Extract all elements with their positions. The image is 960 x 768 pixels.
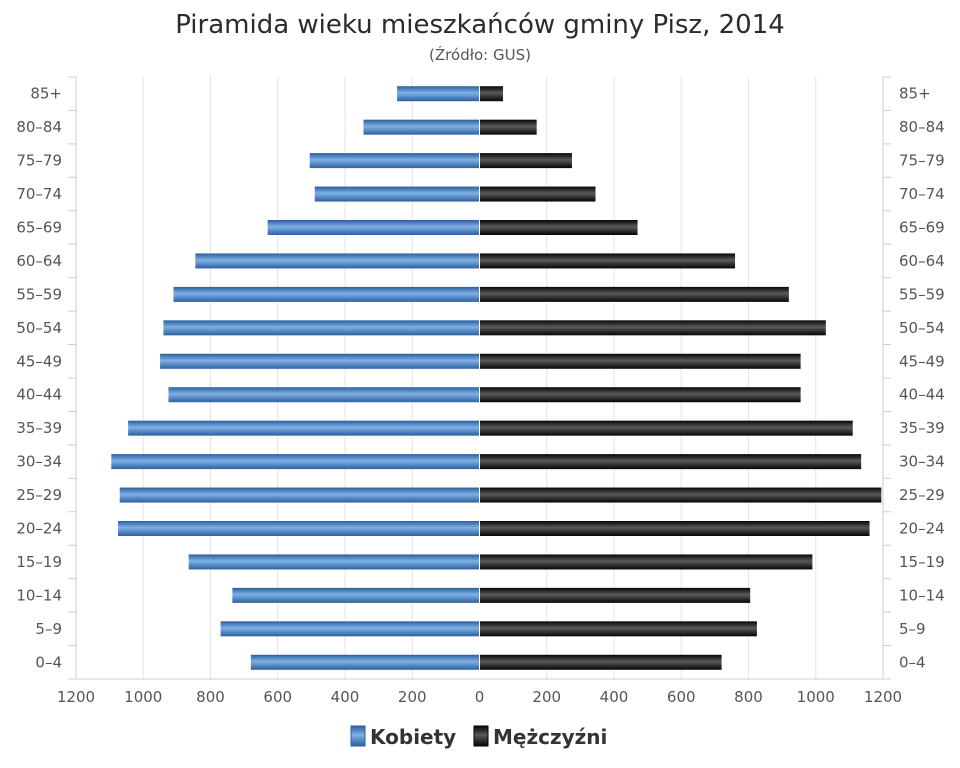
bar-mezczyzni[interactable] bbox=[479, 353, 801, 369]
legend-label-kobiety: Kobiety bbox=[370, 725, 456, 749]
bar-kobiety[interactable] bbox=[163, 320, 480, 336]
y-tick-label-left: 85+ bbox=[30, 85, 62, 103]
bar-kobiety[interactable] bbox=[119, 487, 480, 503]
y-tick-label-left: 15–19 bbox=[16, 553, 62, 571]
bar-kobiety[interactable] bbox=[168, 387, 480, 403]
bar-kobiety[interactable] bbox=[267, 220, 480, 235]
x-tick-label: 800 bbox=[196, 688, 225, 706]
x-tick-label: 1000 bbox=[124, 688, 162, 706]
x-tick-label: 600 bbox=[667, 688, 696, 706]
bar-kobiety[interactable] bbox=[363, 119, 480, 135]
y-tick-label-left: 40–44 bbox=[16, 386, 62, 404]
y-tick-label-left: 25–29 bbox=[16, 486, 62, 504]
grid-lines bbox=[142, 77, 817, 679]
bar-kobiety[interactable] bbox=[309, 153, 480, 169]
bar-mezczyzni[interactable] bbox=[479, 654, 722, 670]
bar-kobiety[interactable] bbox=[160, 353, 480, 369]
bar-mezczyzni[interactable] bbox=[479, 86, 504, 102]
y-tick-label-left: 60–64 bbox=[16, 252, 62, 270]
bar-mezczyzni[interactable] bbox=[479, 420, 853, 436]
bar-mezczyzni[interactable] bbox=[479, 387, 801, 403]
bar-kobiety[interactable] bbox=[111, 454, 480, 470]
y-tick-label-right: 20–24 bbox=[899, 520, 945, 538]
y-tick-label-right: 25–29 bbox=[899, 486, 945, 504]
y-tick-label-right: 35–39 bbox=[899, 419, 945, 437]
bar-kobiety[interactable] bbox=[220, 621, 480, 637]
y-tick-label-right: 30–34 bbox=[899, 453, 945, 471]
bar-mezczyzni[interactable] bbox=[479, 454, 862, 470]
bar-mezczyzni[interactable] bbox=[479, 286, 789, 302]
y-tick-label-right: 50–54 bbox=[899, 319, 945, 337]
bar-mezczyzni[interactable] bbox=[479, 253, 736, 269]
y-tick-label-left: 80–84 bbox=[16, 118, 62, 136]
y-tick-label-left: 5–9 bbox=[35, 620, 62, 638]
bar-mezczyzni[interactable] bbox=[479, 186, 596, 202]
y-tick-label-left: 50–54 bbox=[16, 319, 62, 337]
axis-labels: 1200 1000 800 600 400 200 0 200 400 600 800 1000 120… bbox=[16, 85, 944, 706]
y-tick-label-right: 15–19 bbox=[899, 553, 945, 571]
bar-mezczyzni[interactable] bbox=[479, 487, 882, 503]
bar-mezczyzni[interactable] bbox=[479, 153, 572, 169]
y-tick-label-right: 75–79 bbox=[899, 152, 945, 170]
bar-kobiety[interactable] bbox=[195, 253, 480, 269]
legend-label-mezczyzni: Mężczyźni bbox=[493, 725, 607, 749]
legend-swatch-kobiety bbox=[350, 725, 366, 747]
bar-mezczyzni[interactable] bbox=[479, 587, 751, 603]
y-tick-label-right: 0–4 bbox=[899, 653, 926, 671]
chart-subtitle: (Źródło: GUS) bbox=[429, 45, 531, 64]
y-tick-label-left: 35–39 bbox=[16, 419, 62, 437]
legend-item-kobiety[interactable]: Kobiety bbox=[350, 725, 456, 749]
y-tick-label-right: 60–64 bbox=[899, 252, 945, 270]
x-tick-label: 0 bbox=[475, 688, 485, 706]
y-tick-label-right: 55–59 bbox=[899, 285, 945, 303]
y-tick-label-right: 40–44 bbox=[899, 386, 945, 404]
y-tick-label-left: 30–34 bbox=[16, 453, 62, 471]
bar-mezczyzni[interactable] bbox=[479, 119, 537, 135]
x-tick-label: 1000 bbox=[797, 688, 835, 706]
bar-mezczyzni[interactable] bbox=[479, 521, 870, 536]
bar-kobiety[interactable] bbox=[173, 286, 480, 302]
bar-kobiety[interactable] bbox=[314, 186, 480, 202]
x-tick-label: 800 bbox=[734, 688, 763, 706]
x-tick-label: 200 bbox=[532, 688, 561, 706]
x-tick-label: 1200 bbox=[864, 688, 902, 706]
x-tick-label: 1200 bbox=[57, 688, 95, 706]
bars bbox=[111, 77, 882, 679]
bar-mezczyzni[interactable] bbox=[479, 320, 826, 336]
y-tick-label-right: 5–9 bbox=[899, 620, 926, 638]
y-tick-label-right: 10–14 bbox=[899, 586, 945, 604]
y-tick-label-right: 70–74 bbox=[899, 185, 945, 203]
legend-swatch-mezczyzni bbox=[473, 725, 489, 747]
legend-item-mezczyzni[interactable]: Mężczyźni bbox=[473, 725, 607, 749]
x-tick-label: 400 bbox=[331, 688, 360, 706]
x-tick-label: 400 bbox=[600, 688, 629, 706]
y-tick-label-left: 10–14 bbox=[16, 586, 62, 604]
y-tick-label-left: 75–79 bbox=[16, 152, 62, 170]
y-tick-label-right: 65–69 bbox=[899, 219, 945, 237]
y-tick-label-right: 80–84 bbox=[899, 118, 945, 136]
bar-kobiety[interactable] bbox=[128, 420, 480, 436]
bar-kobiety[interactable] bbox=[232, 587, 480, 603]
x-tick-label: 600 bbox=[263, 688, 292, 706]
y-tick-label-left: 45–49 bbox=[16, 352, 62, 370]
bar-kobiety[interactable] bbox=[118, 521, 480, 536]
bar-mezczyzni[interactable] bbox=[479, 220, 638, 235]
bar-kobiety[interactable] bbox=[250, 654, 480, 670]
bar-kobiety[interactable] bbox=[188, 554, 480, 570]
y-tick-label-left: 0–4 bbox=[35, 653, 62, 671]
y-tick-label-right: 45–49 bbox=[899, 352, 945, 370]
y-tick-label-left: 55–59 bbox=[16, 285, 62, 303]
y-tick-label-right: 85+ bbox=[899, 85, 931, 103]
bar-mezczyzni[interactable] bbox=[479, 554, 813, 570]
x-tick-label: 200 bbox=[398, 688, 427, 706]
y-tick-label-left: 70–74 bbox=[16, 185, 62, 203]
y-tick-label-left: 65–69 bbox=[16, 219, 62, 237]
bar-kobiety[interactable] bbox=[397, 86, 480, 102]
bar-mezczyzni[interactable] bbox=[479, 621, 757, 637]
legend[interactable]: Kobiety Mężczyźni bbox=[350, 725, 607, 749]
chart-title: Piramida wieku mieszkańców gminy Pisz, 2… bbox=[175, 10, 785, 40]
y-tick-label-left: 20–24 bbox=[16, 520, 62, 538]
